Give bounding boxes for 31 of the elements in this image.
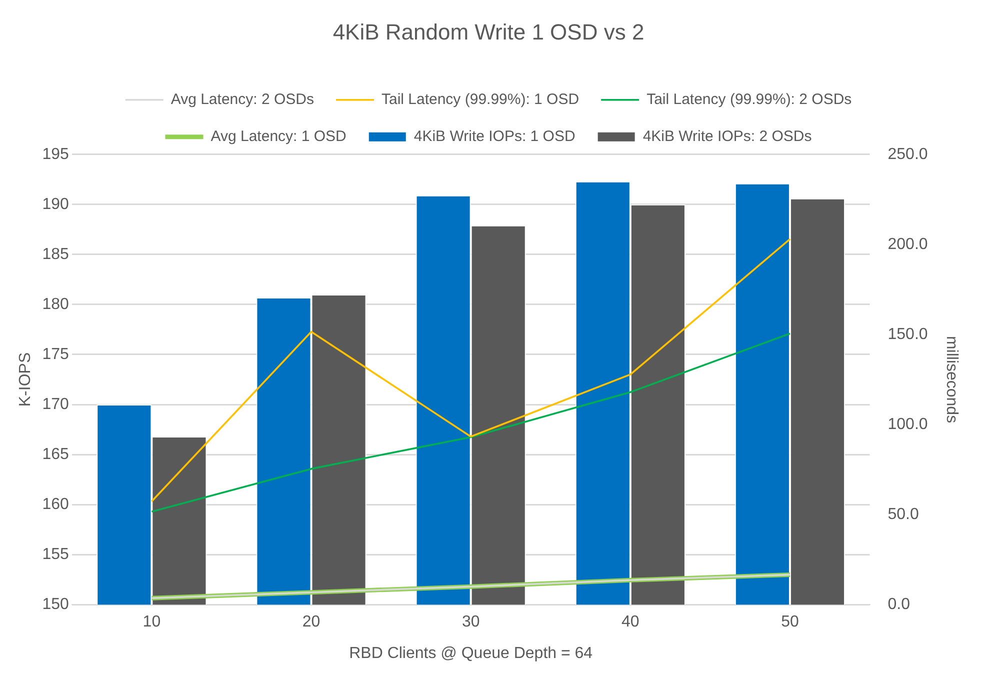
y-tick-label: 150 bbox=[42, 596, 69, 614]
y-tick-label: 195 bbox=[42, 146, 69, 163]
y-tick-label: 190 bbox=[42, 196, 69, 213]
y-tick-label: 170 bbox=[42, 396, 69, 413]
x-tick-label: 50 bbox=[781, 614, 799, 631]
legend-label: 4KiB Write IOPs: 2 OSDs bbox=[642, 128, 812, 146]
x-axis-title: RBD Clients @ Queue Depth = 64 bbox=[349, 644, 593, 662]
legend-label: Tail Latency (99.99%): 1 OSD bbox=[381, 91, 580, 108]
x-tick-label: 30 bbox=[462, 614, 480, 631]
y2-tick-label: 200.0 bbox=[888, 236, 928, 253]
y2-tick-label: 250.0 bbox=[888, 146, 928, 163]
y-tick-label: 165 bbox=[42, 446, 69, 463]
x-tick-label: 20 bbox=[302, 614, 320, 631]
x-tick-label: 40 bbox=[622, 614, 640, 631]
y-tick-label: 155 bbox=[42, 546, 69, 563]
y2-tick-label: 0.0 bbox=[888, 596, 910, 614]
y-tick-label: 175 bbox=[42, 346, 69, 363]
legend-label: Avg Latency: 1 OSD bbox=[210, 128, 347, 146]
y2-tick-label: 50.0 bbox=[888, 506, 920, 523]
y-axis-title: K-IOPS bbox=[17, 352, 34, 407]
y-tick-label: 160 bbox=[42, 496, 69, 513]
y2-tick-label: 150.0 bbox=[888, 326, 928, 343]
y2-axis-title: milliseconds bbox=[942, 336, 960, 424]
x-tick-label: 10 bbox=[142, 614, 161, 631]
chart-title: 4KiB Random Write 1 OSD vs 2 bbox=[332, 19, 644, 44]
legend-label: Tail Latency (99.99%): 2 OSDs bbox=[646, 91, 852, 108]
y-tick-label: 180 bbox=[42, 296, 69, 313]
legend-label: Avg Latency: 2 OSDs bbox=[170, 91, 314, 108]
legend-label: 4KiB Write IOPs: 1 OSD bbox=[414, 128, 576, 146]
y2-tick-label: 100.0 bbox=[888, 416, 928, 433]
y-tick-label: 185 bbox=[42, 246, 69, 263]
